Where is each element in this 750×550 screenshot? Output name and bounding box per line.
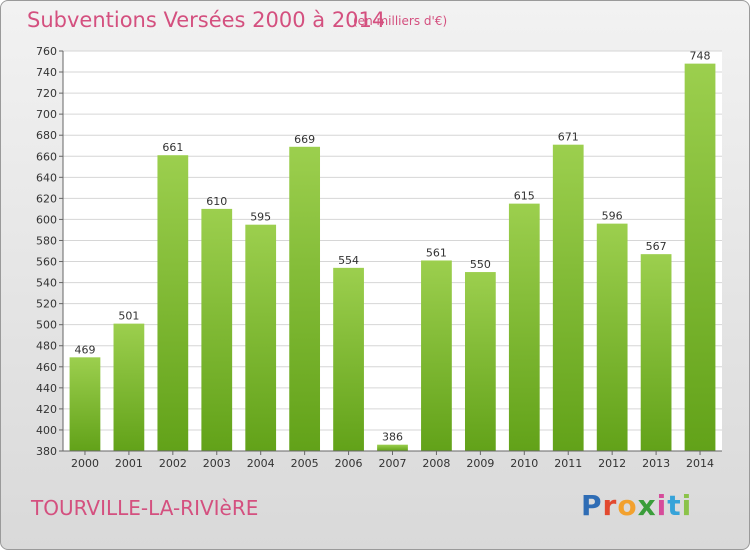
x-tick-label: 2012: [598, 457, 626, 470]
x-tick-label: 2004: [247, 457, 275, 470]
y-tick-label: 680: [36, 129, 57, 142]
logo-letter: x: [637, 489, 657, 522]
bar-value-label: 550: [470, 258, 491, 271]
bar: [640, 254, 672, 451]
y-tick-label: 700: [36, 108, 57, 121]
y-tick-label: 480: [36, 340, 57, 353]
bar-value-label: 596: [602, 210, 623, 223]
bar: [552, 144, 584, 451]
x-tick-label: 2003: [203, 457, 231, 470]
logo-letter: t: [667, 489, 682, 522]
logo-letter: P: [581, 489, 603, 522]
logo-letter: i: [656, 489, 668, 522]
y-tick-label: 540: [36, 277, 57, 290]
bar: [377, 444, 408, 451]
x-tick-label: 2013: [642, 457, 670, 470]
x-tick-label: 2007: [379, 457, 407, 470]
x-tick-label: 2009: [466, 457, 494, 470]
bar-value-label: 669: [294, 133, 315, 146]
y-tick-label: 400: [36, 424, 57, 437]
x-tick-label: 2010: [510, 457, 538, 470]
y-tick-label: 740: [36, 66, 57, 79]
bar-value-label: 671: [558, 131, 579, 144]
bar: [464, 272, 496, 451]
y-tick-label: 380: [36, 445, 57, 458]
logo-letter: i: [681, 489, 693, 522]
bar-value-label: 610: [206, 195, 227, 208]
bar: [289, 146, 321, 451]
y-tick-label: 600: [36, 213, 57, 226]
logo-letter: r: [602, 489, 618, 522]
proxiti-logo: Proxiti: [581, 489, 692, 522]
y-tick-label: 560: [36, 256, 57, 269]
bar-value-label: 748: [690, 50, 711, 63]
x-tick-label: 2005: [291, 457, 319, 470]
bar-value-label: 554: [338, 254, 359, 267]
bar: [245, 224, 277, 451]
y-tick-label: 660: [36, 150, 57, 163]
y-tick-label: 520: [36, 298, 57, 311]
bar: [508, 203, 540, 451]
x-tick-label: 2014: [686, 457, 714, 470]
bar-value-label: 567: [646, 240, 667, 253]
bar: [684, 63, 716, 451]
bar-value-label: 386: [382, 431, 403, 444]
x-tick-label: 2006: [335, 457, 363, 470]
x-tick-label: 2002: [159, 457, 187, 470]
bar: [69, 357, 101, 451]
bar: [157, 155, 189, 452]
y-tick-label: 640: [36, 171, 57, 184]
bar-value-label: 661: [162, 141, 183, 154]
chart-title: Subventions Versées 2000 à 2014: [27, 8, 386, 32]
bar: [333, 267, 364, 451]
y-tick-label: 620: [36, 192, 57, 205]
x-tick-label: 2000: [71, 457, 99, 470]
y-tick-label: 460: [36, 361, 57, 374]
bar-value-label: 561: [426, 246, 447, 259]
x-tick-label: 2001: [115, 457, 143, 470]
bar: [421, 260, 452, 451]
y-tick-label: 420: [36, 403, 57, 416]
commune-name: TOURVILLE-LA-RIVIèRE: [31, 496, 259, 520]
bar: [201, 208, 233, 451]
y-tick-label: 760: [36, 45, 57, 58]
labels: 380 400 420 440 460 480 500 520 540 560 580 600 620 6…: [36, 45, 714, 470]
y-tick-label: 580: [36, 234, 57, 247]
chart-subtitle: (en milliers d'€): [353, 14, 448, 28]
y-tick-label: 720: [36, 87, 57, 100]
x-tick-label: 2008: [422, 457, 450, 470]
x-tick-label: 2011: [554, 457, 582, 470]
bars: [69, 63, 716, 452]
y-tick-label: 500: [36, 319, 57, 332]
bar-value-label: 595: [250, 211, 271, 224]
bar: [596, 223, 628, 451]
bar: [113, 323, 145, 451]
y-tick-label: 440: [36, 382, 57, 395]
axes: [59, 50, 722, 455]
bar-value-label: 501: [118, 310, 139, 323]
bar-value-label: 469: [74, 343, 95, 356]
logo-letter: o: [617, 489, 638, 522]
bar-value-label: 615: [514, 190, 535, 203]
